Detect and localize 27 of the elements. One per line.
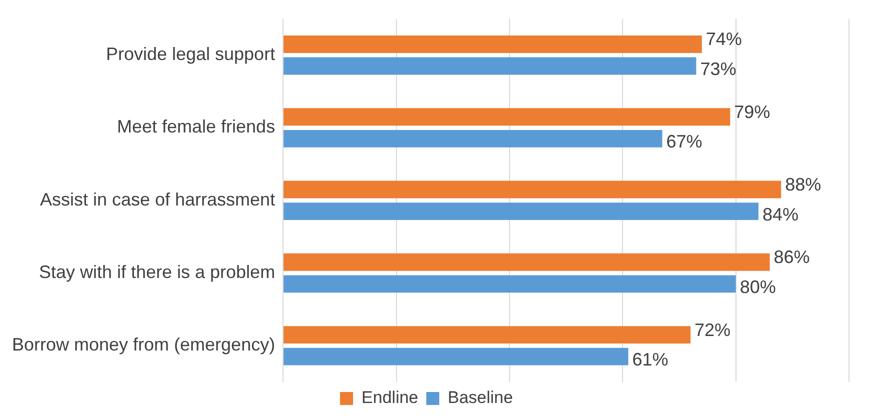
bar	[284, 36, 702, 53]
data-label: 86%	[774, 247, 810, 268]
bar	[284, 108, 730, 126]
data-label: 74%	[706, 29, 742, 50]
bar	[284, 253, 770, 271]
data-label: 80%	[740, 276, 776, 297]
bar	[284, 326, 691, 344]
y-tick-label: Stay with if there is a problem	[38, 262, 276, 282]
y-tick-label: Assist in case of harrassment	[40, 189, 276, 210]
legend-label: Endline	[362, 388, 418, 408]
data-label: 79%	[734, 102, 770, 122]
data-label: 88%	[785, 174, 822, 194]
bar	[284, 180, 782, 198]
legend-label: Baseline	[448, 388, 513, 408]
bar	[284, 348, 628, 366]
y-tick-label: Borrow money from (emergency)	[12, 334, 276, 355]
data-label: 84%	[762, 204, 798, 224]
bar	[284, 130, 662, 148]
y-tick-label: Meet female friends	[116, 116, 276, 137]
bar	[284, 57, 696, 75]
data-label: 72%	[694, 320, 731, 340]
y-tick-label: Provide legal support	[106, 44, 276, 64]
data-label: 61%	[632, 350, 668, 370]
bar	[284, 202, 758, 220]
data-label: 73%	[700, 58, 736, 79]
bar	[284, 275, 736, 293]
data-label: 67%	[666, 132, 702, 152]
